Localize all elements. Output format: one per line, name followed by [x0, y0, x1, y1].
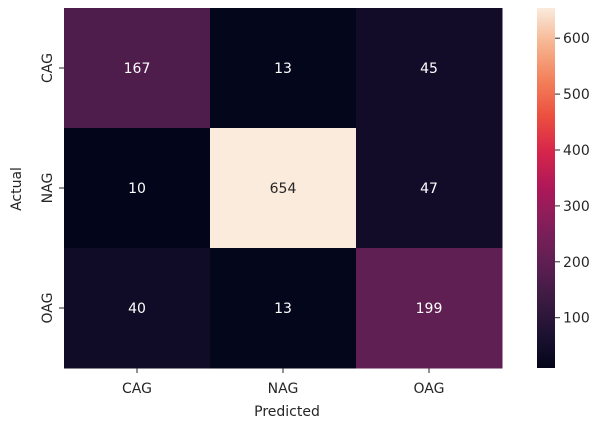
x-axis-label: Predicted [254, 404, 320, 420]
heatmap-cell [210, 128, 357, 249]
cell-value-label: 40 [128, 301, 146, 317]
heatmap-cell [356, 128, 503, 249]
heatmap-cell [64, 248, 211, 369]
heatmap-cells [64, 8, 503, 369]
heatmap-cell [210, 8, 357, 129]
heatmap-cell [64, 128, 211, 249]
heatmap-cell [210, 248, 357, 369]
y-axis-ticks: CAG NAG OAG [40, 53, 64, 323]
cell-value-label: 47 [420, 181, 438, 197]
colorbar-tick-label: 500 [563, 87, 590, 103]
heatmap-cell [356, 8, 503, 129]
y-tick-label: CAG [40, 53, 56, 83]
cell-value-label: 45 [420, 61, 438, 77]
y-tick-label: OAG [40, 293, 56, 324]
heatmap-cell-labels: 167 13 45 10 654 47 40 13 199 [124, 61, 443, 317]
x-axis-ticks: CAG NAG OAG [122, 368, 444, 397]
colorbar-tick-label: 100 [563, 311, 590, 327]
cell-value-label: 654 [270, 181, 297, 197]
cell-value-label: 199 [416, 301, 443, 317]
colorbar-tick-label: 400 [563, 143, 590, 159]
cell-value-label: 10 [128, 181, 146, 197]
cell-value-label: 13 [274, 61, 292, 77]
heatmap-cell [64, 8, 211, 129]
y-axis-label: Actual [9, 167, 25, 211]
colorbar-ticks: 100 200 300 400 500 600 [555, 31, 590, 327]
x-tick-label: NAG [268, 381, 299, 397]
colorbar-tick-label: 600 [563, 31, 590, 47]
cell-value-label: 13 [274, 301, 292, 317]
y-tick-label: NAG [40, 173, 56, 204]
x-tick-label: OAG [414, 381, 445, 397]
colorbar-tick-label: 200 [563, 255, 590, 271]
cell-value-label: 167 [124, 61, 151, 77]
heatmap-cell [356, 248, 503, 369]
colorbar [537, 8, 555, 368]
colorbar-tick-label: 300 [563, 199, 590, 215]
x-tick-label: CAG [122, 381, 152, 397]
